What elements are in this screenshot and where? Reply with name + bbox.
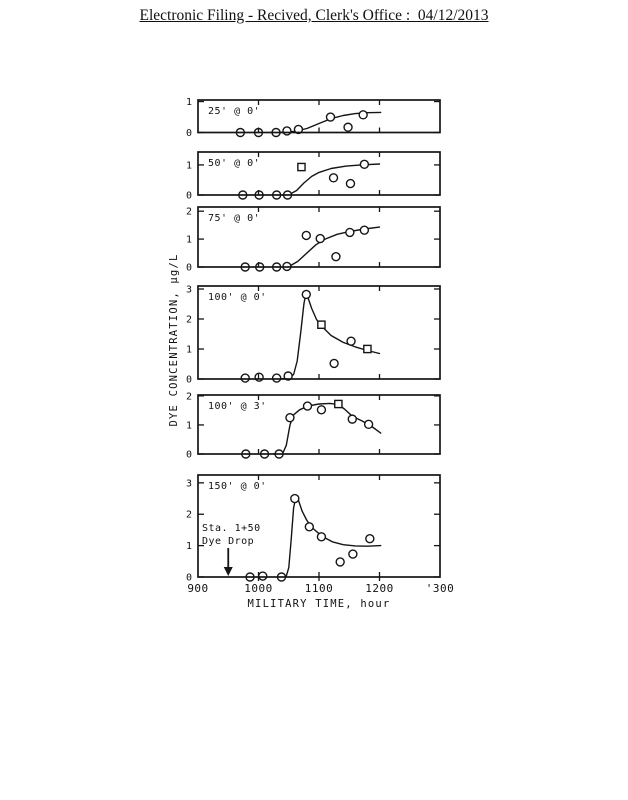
- y-tick-label: 1: [186, 541, 192, 552]
- data-point-circle: [328, 173, 339, 183]
- y-tick-label: 0: [186, 191, 192, 202]
- panel-label: 50' @ 0': [208, 158, 260, 169]
- data-point-circle: [258, 571, 268, 581]
- y-tick-label: 2: [186, 315, 192, 326]
- data-point-circle: [363, 419, 374, 430]
- data-point-circle: [304, 522, 315, 532]
- data-point-circle: [271, 373, 282, 383]
- efiling-stamp-title: Electronic Filing - Recived, Clerk's Off…: [139, 7, 489, 24]
- data-point-circle: [359, 225, 370, 235]
- data-point-circle: [358, 110, 368, 120]
- y-tick-label: 1: [186, 420, 192, 431]
- panel-label: 100' @ 3': [208, 401, 267, 412]
- data-point-circle: [365, 534, 375, 544]
- data-point-circle: [302, 401, 313, 411]
- response-curve: [272, 402, 382, 455]
- response-curve: [275, 293, 381, 380]
- data-point-circle: [359, 159, 370, 170]
- x-tick-label: '300: [426, 582, 455, 595]
- data-point-square: [317, 320, 326, 330]
- x-axis-title: MILITARY TIME, hour: [248, 598, 391, 610]
- y-tick-label: 2: [186, 510, 192, 521]
- panel-label: 100' @ 0': [208, 292, 267, 303]
- data-point-circle: [345, 178, 356, 189]
- data-point-circle: [343, 122, 353, 132]
- data-point-circle: [316, 405, 327, 415]
- data-point-circle: [293, 124, 304, 135]
- y-tick-label: 3: [186, 478, 192, 489]
- y-tick-label: 0: [186, 450, 192, 461]
- y-tick-label: 1: [186, 160, 192, 171]
- y-tick-label: 1: [186, 235, 192, 246]
- data-point-circle: [335, 557, 345, 567]
- y-tick-label: 0: [186, 263, 192, 274]
- y-tick-label: 2: [186, 207, 192, 218]
- data-point-circle: [345, 227, 355, 238]
- data-point-circle: [290, 493, 300, 504]
- data-point-circle: [285, 412, 295, 423]
- annotation-text: Sta. 1+50: [202, 523, 261, 534]
- y-tick-label: 0: [186, 128, 192, 139]
- data-point-circle: [283, 371, 293, 381]
- data-point-circle: [325, 112, 336, 122]
- annotation-text: Dye Drop: [202, 536, 254, 547]
- panel-label: 75' @ 0': [208, 213, 260, 224]
- data-point-square: [297, 162, 306, 172]
- dye-drop-arrowhead-icon: [223, 567, 233, 576]
- data-point-circle: [301, 230, 311, 241]
- x-tick-label: 1200: [365, 582, 394, 595]
- x-tick-label: 900: [187, 582, 208, 595]
- data-point-circle: [315, 233, 325, 244]
- y-tick-label: 2: [186, 391, 192, 402]
- data-point-circle: [316, 532, 327, 542]
- data-point-square: [363, 344, 372, 354]
- data-point-circle: [331, 251, 341, 262]
- data-point-circle: [329, 358, 339, 369]
- data-point-circle: [346, 336, 356, 346]
- data-point-circle: [282, 126, 292, 136]
- y-tick-label: 0: [186, 375, 192, 386]
- y-tick-label: 1: [186, 97, 192, 108]
- x-tick-label: 1000: [244, 582, 273, 595]
- response-curve: [279, 495, 382, 578]
- data-point-circle: [240, 373, 250, 383]
- y-axis-title: DYE CONCENTRATION, µg/L: [168, 254, 180, 427]
- data-point-circle: [301, 289, 311, 300]
- y-tick-label: 0: [186, 573, 192, 584]
- y-tick-label: 3: [186, 285, 192, 296]
- data-point-circle: [348, 549, 358, 559]
- x-tick-label: 1100: [305, 582, 334, 595]
- data-point-circle: [347, 414, 357, 424]
- panel-label: 25' @ 0': [208, 106, 260, 117]
- y-tick-label: 1: [186, 345, 192, 356]
- response-curve: [282, 163, 381, 196]
- panel-label: 150' @ 0': [208, 481, 267, 492]
- data-point-square: [334, 399, 343, 409]
